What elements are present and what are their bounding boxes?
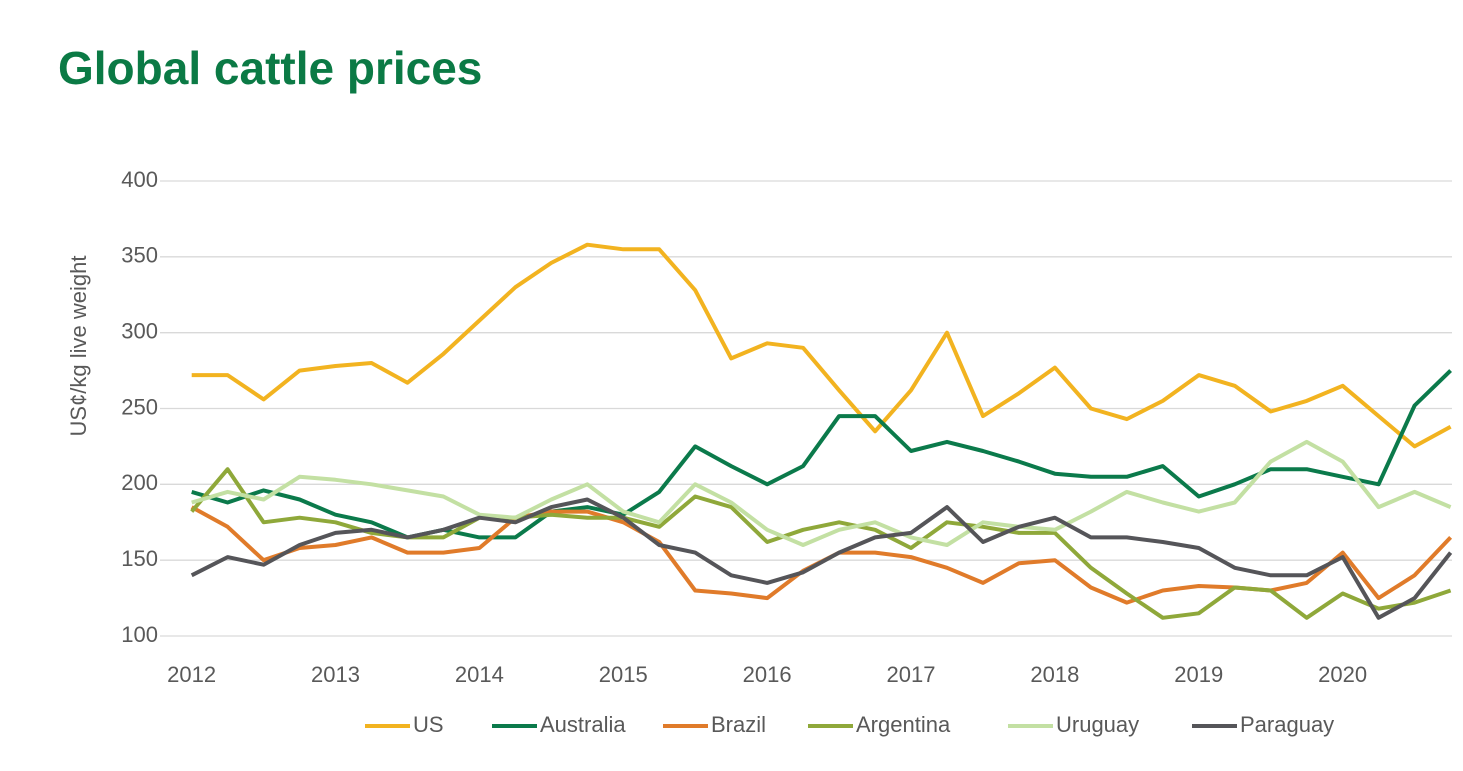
x-tick-label: 2019 — [1174, 662, 1223, 687]
x-tick-label: 2017 — [887, 662, 936, 687]
series-line — [190, 497, 1453, 620]
y-tick-label: 150 — [121, 546, 158, 571]
legend-label: Argentina — [856, 712, 951, 737]
y-tick-label: 100 — [121, 622, 158, 647]
series-line — [191, 369, 1452, 540]
series-line — [191, 439, 1452, 547]
legend-label: Paraguay — [1240, 712, 1334, 737]
x-tick-label: 2012 — [167, 662, 216, 687]
x-tick-label: 2016 — [743, 662, 792, 687]
x-tick-label: 2020 — [1318, 662, 1367, 687]
chart-title: Global cattle prices — [58, 42, 482, 94]
series-line — [191, 242, 1452, 449]
legend-label: Uruguay — [1056, 712, 1139, 737]
legend-label: US — [413, 712, 444, 737]
y-tick-label: 400 — [121, 167, 158, 192]
y-tick-label: 250 — [121, 394, 158, 419]
legend-label: Brazil — [711, 712, 766, 737]
x-tick-label: 2014 — [455, 662, 504, 687]
x-tick-label: 2015 — [599, 662, 648, 687]
x-tick-label: 2013 — [311, 662, 360, 687]
x-tick-label: 2018 — [1030, 662, 1079, 687]
y-axis-label: US¢/kg live weight — [66, 256, 91, 437]
y-tick-label: 200 — [121, 470, 158, 495]
y-tick-label: 300 — [121, 318, 158, 343]
legend-label: Australia — [540, 712, 626, 737]
y-tick-label: 350 — [121, 243, 158, 268]
series-line — [190, 467, 1452, 620]
